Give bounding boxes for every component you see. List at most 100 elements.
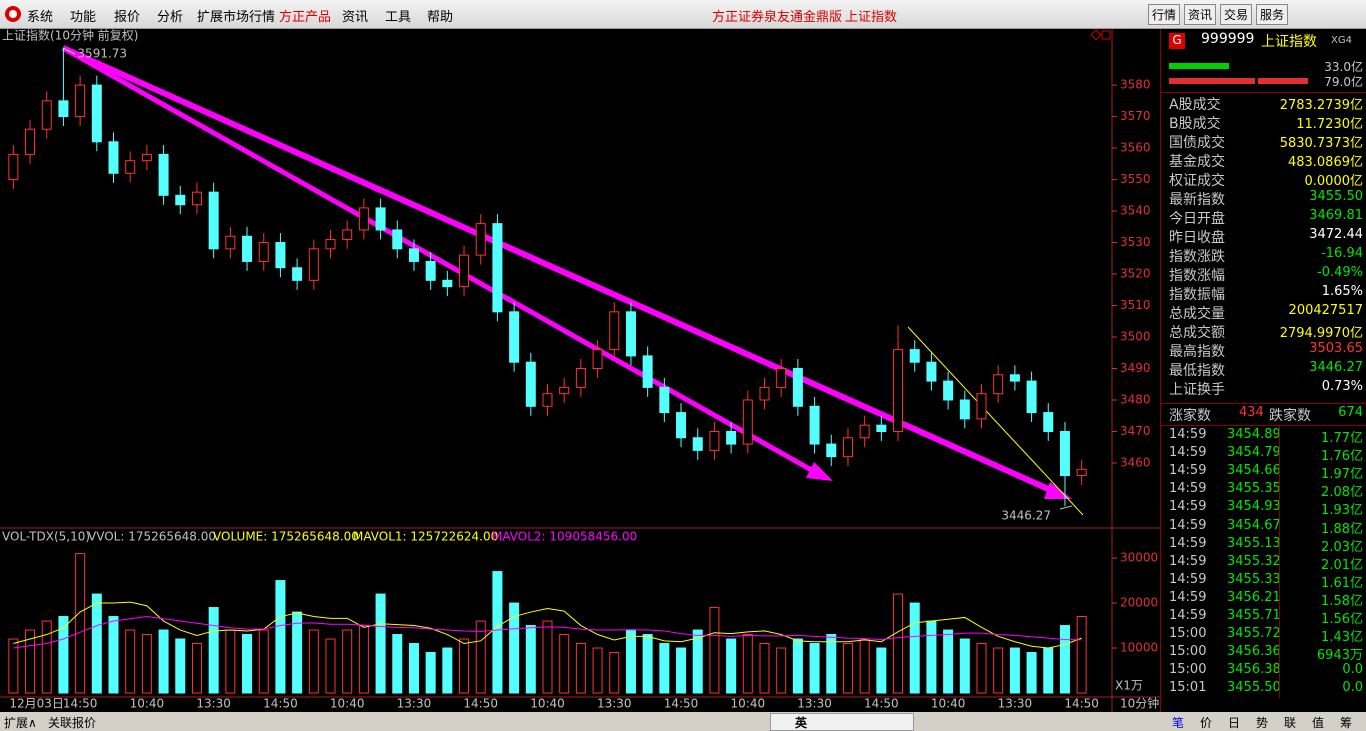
- y-tick-label: 10000: [1120, 641, 1158, 655]
- candle-body: [1043, 412, 1054, 432]
- tick-volume: 2.03亿: [1321, 539, 1363, 555]
- unit-label: X1万: [1115, 679, 1143, 693]
- menu-item[interactable]: 报价: [114, 10, 141, 25]
- volume-bar: [509, 602, 520, 694]
- menu-button[interactable]: 服务: [1256, 4, 1289, 25]
- row-label: 基金成交: [1169, 154, 1225, 170]
- separator: [1161, 92, 1366, 93]
- tick-price: 3455.72: [1227, 626, 1281, 642]
- drawn-lines: [61, 29, 1111, 516]
- window-subtitle: 上证指数: [845, 10, 898, 25]
- candle-body: [225, 235, 236, 250]
- candle-body: [676, 412, 687, 439]
- period-label: 10分钟: [1120, 696, 1159, 711]
- view-tab[interactable]: 筹: [1340, 716, 1353, 730]
- candle-body: [993, 374, 1004, 395]
- menu-item[interactable]: 方正产品: [279, 10, 332, 25]
- y-tick-label: 3580: [1120, 78, 1151, 92]
- tick-price: 3455.35: [1227, 481, 1281, 497]
- menu-item[interactable]: 帮助: [427, 10, 454, 25]
- volume-bar: [826, 634, 837, 694]
- menu-item[interactable]: 系统: [27, 10, 54, 25]
- y-tick-label: 20000: [1120, 596, 1158, 610]
- legend-entry: MAVOL2: 109058456.00: [492, 530, 637, 544]
- ma-line: [13, 601, 1082, 649]
- menu-item[interactable]: 工具: [385, 10, 412, 25]
- row-label: 最高指数: [1169, 344, 1225, 360]
- high-annotation: 3591.73: [77, 47, 127, 61]
- row-label: 总成交量: [1169, 306, 1225, 322]
- menu-item[interactable]: 资讯: [342, 10, 369, 25]
- volume-bar: [459, 638, 470, 694]
- y-tick-label: 3510: [1120, 298, 1151, 312]
- candle-body: [175, 194, 186, 206]
- view-tab[interactable]: 笔: [1172, 716, 1185, 730]
- indicator-title: VOL-TDX(5,10): [2, 530, 90, 544]
- tick-price: 3455.33: [1227, 571, 1281, 587]
- tick-time: 14:59: [1169, 589, 1207, 605]
- x-tick-label: 14:50: [1064, 697, 1099, 711]
- tick-time: 14:59: [1169, 571, 1207, 587]
- x-tick-label: 14:50: [664, 697, 699, 711]
- tick-volume: 1.43亿: [1321, 630, 1363, 646]
- volume-bar: [609, 652, 620, 694]
- candle-body: [776, 368, 787, 388]
- tick-volume: 0.0: [1342, 662, 1363, 678]
- candle-body: [308, 248, 319, 281]
- menu-item[interactable]: 分析: [157, 10, 184, 25]
- volume-bar: [809, 643, 820, 694]
- candle-body: [492, 223, 503, 313]
- view-tab[interactable]: 势: [1256, 716, 1269, 730]
- menu-button[interactable]: 行情: [1148, 4, 1181, 25]
- volume-bar: [525, 625, 536, 694]
- separator: [1161, 403, 1366, 404]
- row-value: 0.0000亿: [1304, 174, 1364, 189]
- candle-body: [525, 361, 536, 407]
- x-tick-label: 10:40: [530, 697, 565, 711]
- rise-count: 434: [1239, 405, 1264, 420]
- candle-body: [208, 191, 219, 250]
- bottom-tab[interactable]: 关联报价: [48, 716, 97, 730]
- candle-body: [108, 141, 119, 174]
- row-label: 今日开盘: [1169, 211, 1225, 227]
- view-tab[interactable]: 日: [1228, 716, 1241, 730]
- tick-time: 14:59: [1169, 463, 1207, 479]
- x-tick-label: 14:50: [864, 697, 899, 711]
- candle-body: [609, 311, 620, 351]
- row-value: 11.7230亿: [1296, 117, 1363, 132]
- candle-body: [475, 223, 486, 256]
- menu-item[interactable]: 功能: [70, 10, 97, 25]
- menu-item[interactable]: 扩展市场行情: [197, 10, 276, 25]
- menu-button[interactable]: 资讯: [1184, 4, 1217, 25]
- volume-bar: [308, 629, 319, 694]
- ime-mode[interactable]: 英: [795, 716, 808, 730]
- volume-bar: [475, 620, 486, 694]
- tick-price: 3454.67: [1227, 517, 1281, 533]
- candle-body: [91, 84, 102, 143]
- menu-button[interactable]: 交易: [1220, 4, 1253, 25]
- candle-body: [1059, 430, 1070, 477]
- row-label: 最低指数: [1169, 363, 1225, 379]
- tick-time: 14:59: [1169, 427, 1207, 442]
- tick-price: 3455.50: [1227, 680, 1281, 696]
- indicator-label: VVOL: 175265648.00: [88, 530, 216, 544]
- tick-time: 15:00: [1169, 644, 1207, 660]
- candle-body: [242, 235, 253, 262]
- tick-price: 3454.79: [1227, 445, 1281, 461]
- volume-bar: [492, 571, 503, 694]
- view-tab[interactable]: 价: [1200, 716, 1213, 730]
- name: 上证指数: [1261, 34, 1317, 50]
- row-label: 国债成交: [1169, 135, 1225, 151]
- y-tick-label: 3520: [1120, 267, 1151, 281]
- volume-bar: [225, 629, 236, 694]
- candle-body: [542, 393, 553, 407]
- x-tick-label: 10:40: [731, 697, 766, 711]
- candle-body: [342, 229, 353, 240]
- view-tab[interactable]: 值: [1312, 716, 1325, 730]
- volume-bar: [792, 638, 803, 694]
- candle-body: [58, 100, 69, 118]
- bottom-tab[interactable]: 扩展∧: [4, 716, 37, 730]
- view-tab[interactable]: 联: [1284, 716, 1297, 730]
- volume-bar: [175, 638, 186, 694]
- y-tick-label: 3480: [1120, 392, 1151, 406]
